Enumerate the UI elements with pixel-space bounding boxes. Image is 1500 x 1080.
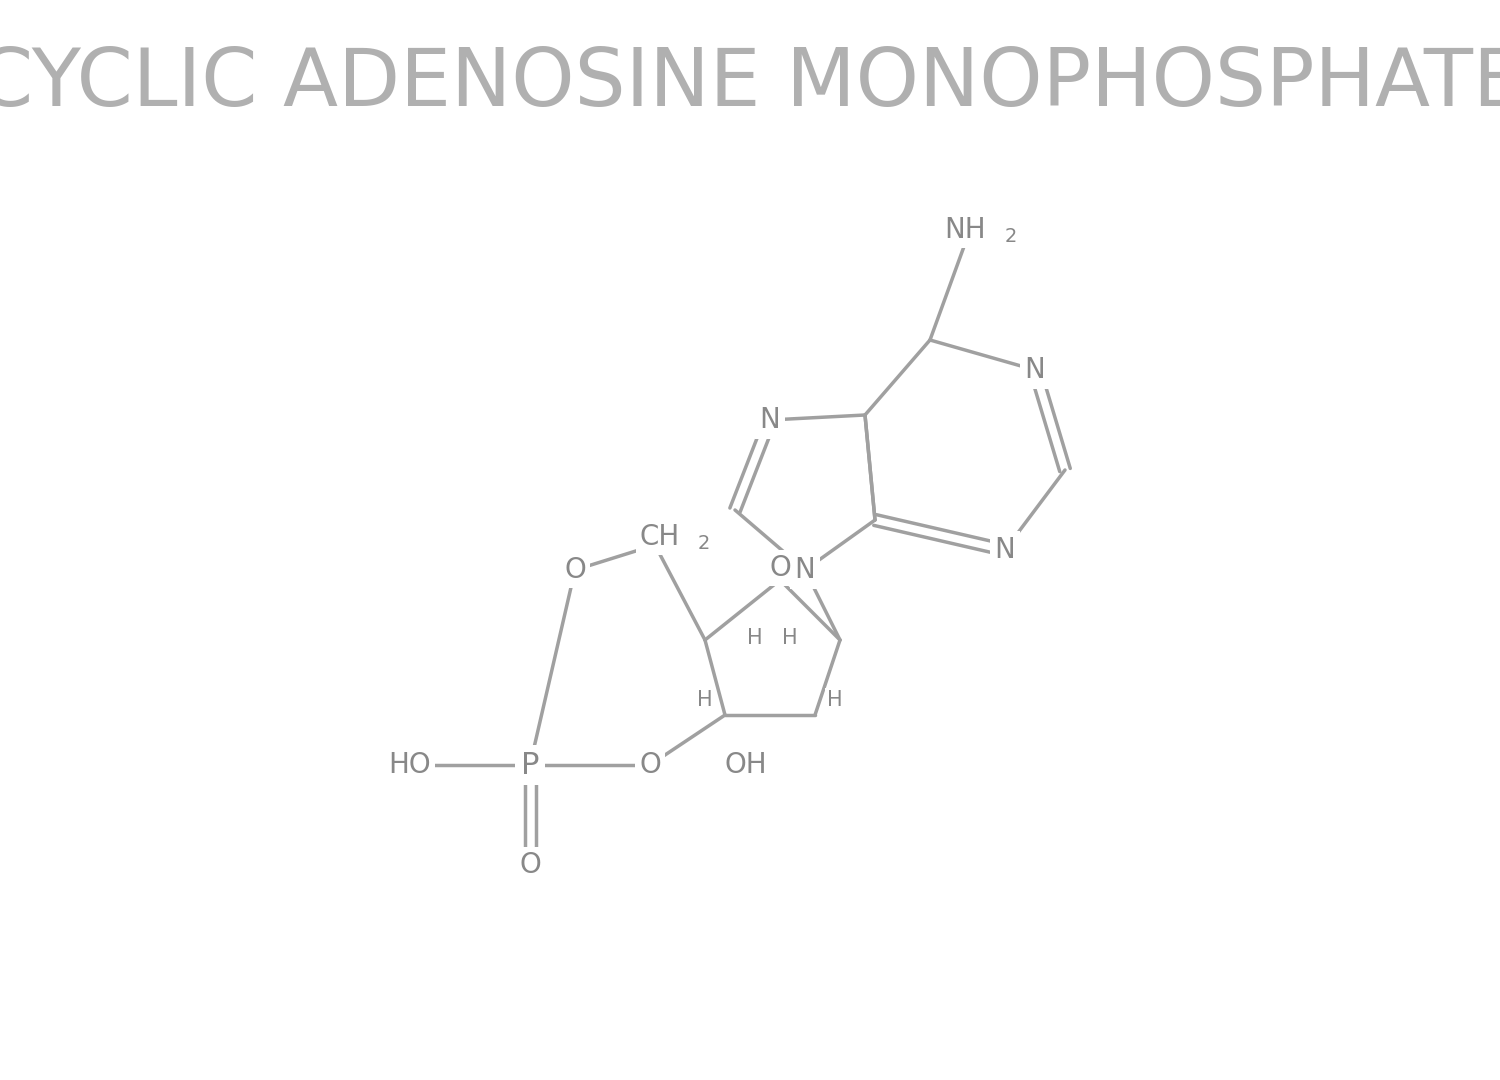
Text: HO: HO	[388, 751, 432, 779]
Text: H: H	[827, 690, 843, 710]
Text: O: O	[519, 851, 542, 879]
Text: H: H	[782, 627, 798, 648]
Text: N: N	[795, 556, 816, 584]
Text: O: O	[770, 554, 790, 582]
Text: OH: OH	[724, 751, 768, 779]
Text: H: H	[747, 627, 764, 648]
Text: N: N	[1024, 356, 1045, 384]
Text: O: O	[639, 751, 662, 779]
Text: H: H	[698, 690, 712, 710]
Text: N: N	[994, 536, 1016, 564]
Text: CH: CH	[640, 523, 680, 551]
Text: O: O	[564, 556, 586, 584]
Text: 2: 2	[1005, 228, 1017, 246]
Text: P: P	[520, 751, 538, 780]
Text: N: N	[759, 406, 780, 434]
Text: 2: 2	[698, 534, 711, 553]
Text: NH: NH	[944, 216, 986, 244]
Text: CYCLIC ADENOSINE MONOPHOSPHATE: CYCLIC ADENOSINE MONOPHOSPHATE	[0, 45, 1500, 123]
